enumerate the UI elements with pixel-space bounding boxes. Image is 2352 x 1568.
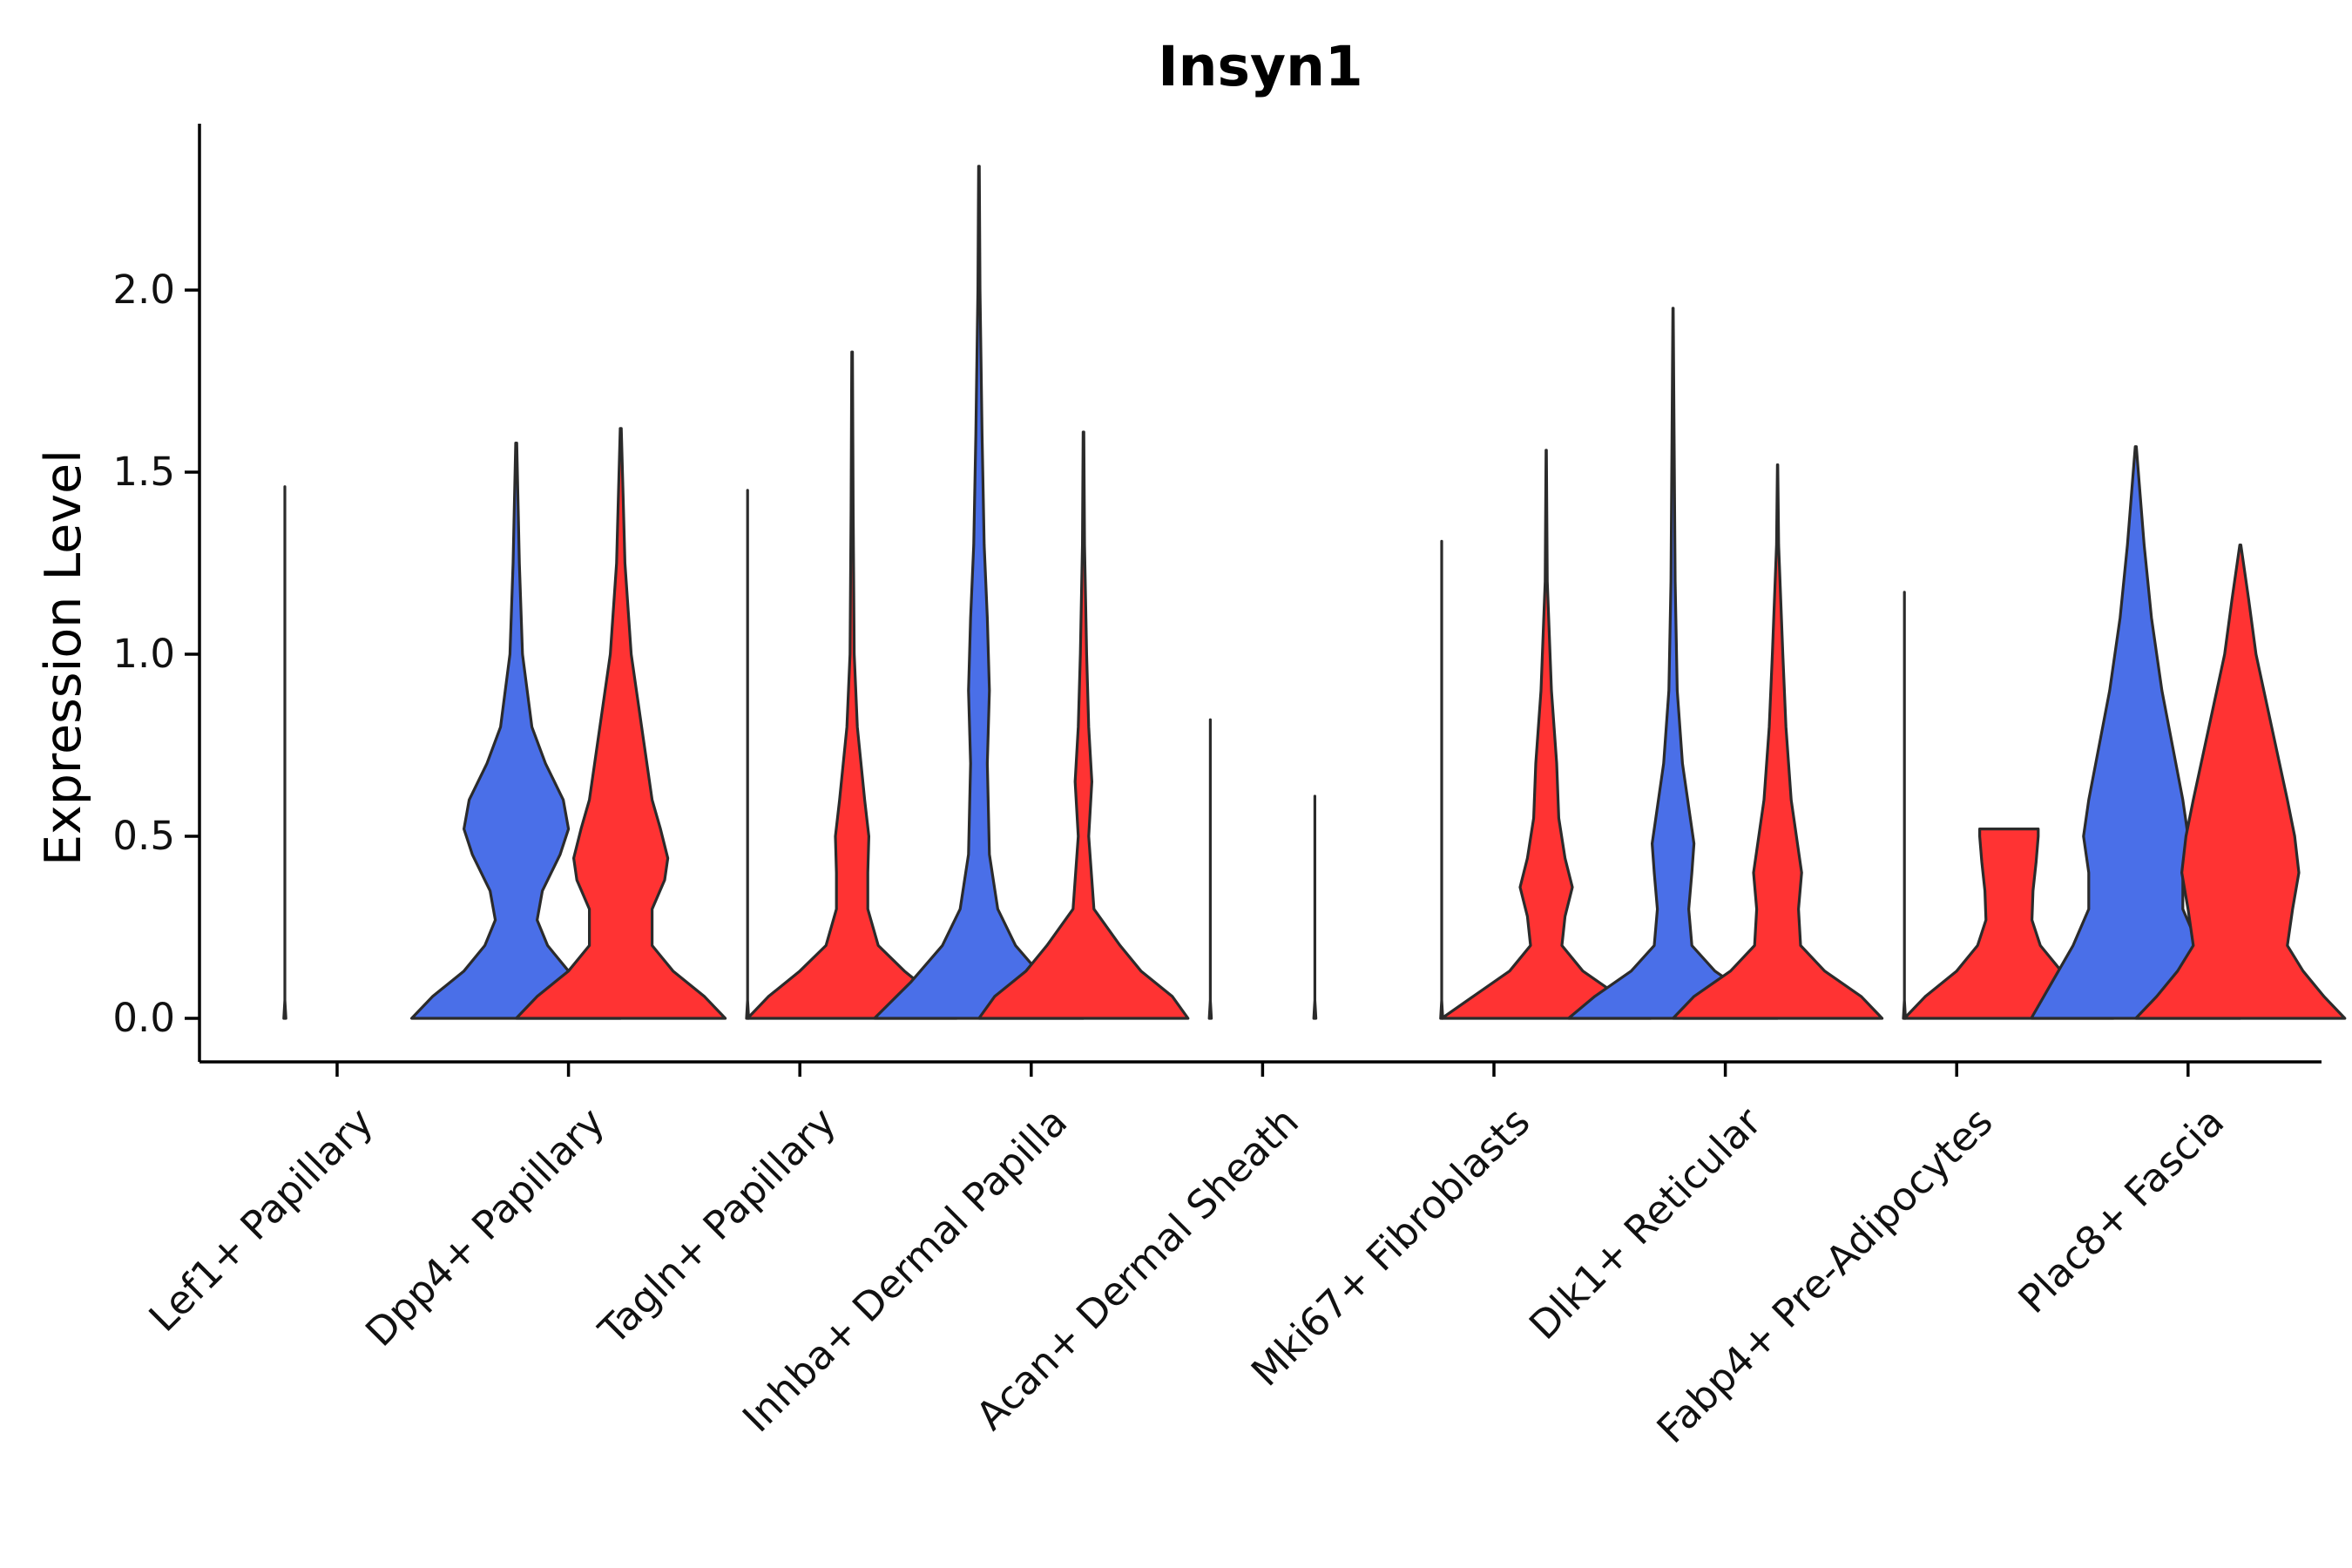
violin-6-left: [1567, 307, 1780, 1020]
chart-title: Insyn1: [1158, 35, 1363, 98]
violin-4-right: [1312, 794, 1318, 1020]
y-tick-label: 0.5: [112, 813, 175, 859]
x-tick-label: Lef1+ Papillary: [140, 1098, 382, 1341]
violin-group: [282, 165, 2347, 1020]
violin-1-right: [515, 427, 727, 1020]
violin-1-left: [410, 442, 623, 1020]
x-tick-label: Plac8+ Fascia: [2010, 1098, 2234, 1322]
violin-2-right: [746, 350, 958, 1020]
y-tick-label: 2.0: [112, 267, 175, 313]
violin-7-left: [1902, 591, 1907, 1020]
y-tick-label: 1.5: [112, 449, 175, 495]
violin-7-right: [1903, 828, 2115, 1020]
violin-2-left: [745, 489, 750, 1020]
y-axis-label: Expression Level: [35, 449, 92, 866]
violin-6-right: [1672, 463, 1884, 1020]
y-tick-label: 0.0: [112, 995, 175, 1041]
violin-3-right: [977, 430, 1190, 1020]
y-axis-ticks: 0.0 0.5 1.0 1.5 2.0: [112, 267, 199, 1041]
y-tick-label: 1.0: [112, 631, 175, 677]
x-tick-label: Tagln+ Papillary: [590, 1098, 845, 1354]
violin-5-left: [1439, 539, 1444, 1020]
violin-5-right: [1440, 449, 1652, 1020]
violin-8-left: [2030, 445, 2242, 1020]
violin-3-left: [873, 165, 1085, 1020]
violin-8-right: [2134, 544, 2347, 1020]
x-tick-label: Dpp4+ Papillary: [356, 1098, 613, 1355]
x-tick-label: Dlk1+ Reticular: [1520, 1098, 1770, 1348]
violin-4-left: [1207, 718, 1213, 1020]
violin-0-left: [282, 485, 287, 1020]
